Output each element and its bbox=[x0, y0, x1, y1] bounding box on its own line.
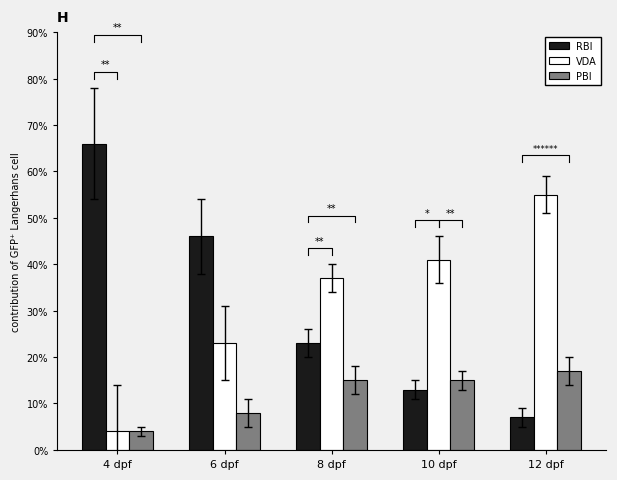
Bar bbox=[510, 418, 534, 450]
Bar bbox=[213, 343, 236, 450]
Bar bbox=[296, 343, 320, 450]
Legend: RBI, VDA, PBI: RBI, VDA, PBI bbox=[545, 38, 601, 85]
Bar bbox=[450, 381, 474, 450]
Bar bbox=[343, 381, 367, 450]
Text: **: ** bbox=[101, 60, 110, 70]
Text: ******: ****** bbox=[533, 144, 558, 154]
Bar bbox=[427, 260, 450, 450]
Y-axis label: contribution of GFP⁺ Langerhans cell: contribution of GFP⁺ Langerhans cell bbox=[11, 152, 21, 331]
Text: H: H bbox=[57, 11, 69, 25]
Bar bbox=[82, 144, 106, 450]
Bar bbox=[557, 371, 581, 450]
Bar bbox=[236, 413, 260, 450]
Bar bbox=[320, 278, 343, 450]
Bar bbox=[404, 390, 427, 450]
Text: *: * bbox=[424, 208, 429, 218]
Text: **: ** bbox=[327, 204, 336, 214]
Bar bbox=[189, 237, 213, 450]
Bar bbox=[534, 195, 557, 450]
Text: **: ** bbox=[445, 208, 455, 218]
Bar bbox=[129, 432, 153, 450]
Text: **: ** bbox=[315, 236, 325, 246]
Bar bbox=[106, 432, 129, 450]
Text: **: ** bbox=[113, 23, 122, 33]
